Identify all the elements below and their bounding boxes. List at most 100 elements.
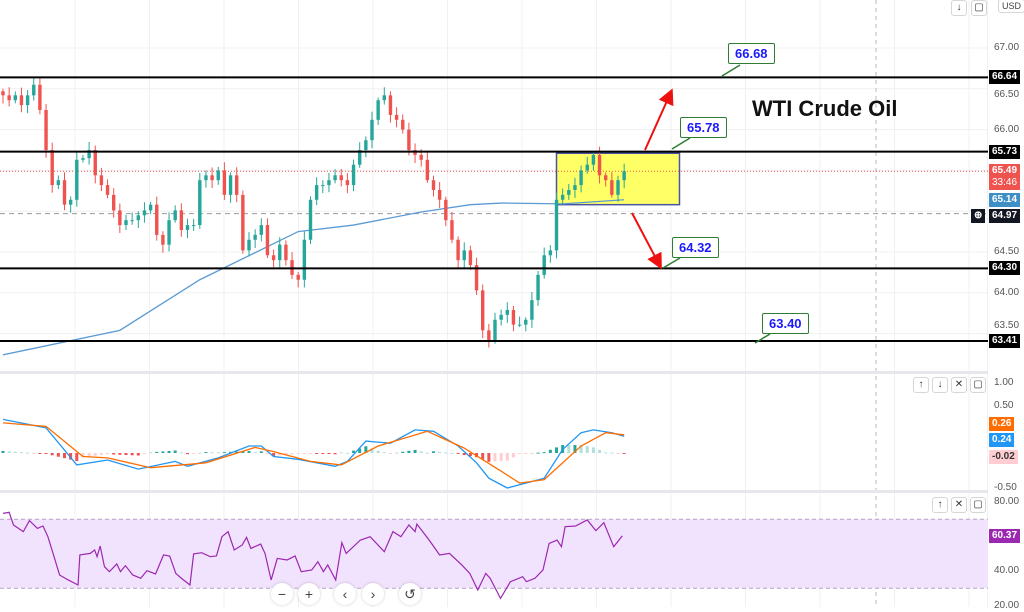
candle-body [93,150,97,176]
callout-level-3: 64.32 [672,237,719,258]
macd-histogram-bar [505,453,509,461]
macd-histogram-bar [26,452,30,454]
macd-histogram-bar [573,445,577,453]
candle-body [358,150,362,165]
macd-histogram-bar [395,452,399,454]
candle-body [524,319,528,325]
candle-body [1,91,5,96]
candle-body [44,110,48,150]
macd-histogram-bar [585,446,589,453]
macd-histogram-bar [130,453,134,456]
macd-histogram-bar [518,453,522,454]
candle-body [431,180,436,190]
pane-separator [0,490,988,493]
macd-histogram-bar [87,453,91,457]
candle-body [216,170,220,181]
candle-body [419,154,423,160]
arrow-up-icon[interactable]: ↑ [913,377,929,393]
macd-histogram-bar [142,453,146,454]
maximize-icon[interactable]: ▢ [970,497,986,513]
price-badge-level: 66.64 [989,70,1021,85]
candle-body [228,175,233,195]
macd-histogram-bar [204,452,208,454]
macd-histogram-bar [401,451,405,453]
candle-body [25,95,30,106]
candle-body [142,210,147,216]
arrow-down [631,212,662,270]
moving-average-line [2,199,625,356]
macd-value-badge-text: 0.24 [992,434,1012,445]
candle-body [38,84,42,111]
callout-pointer [671,137,691,150]
rsi-pane [0,511,988,600]
price-badge-level: 64.30 [989,261,1021,276]
reset-icon[interactable]: ↺ [399,583,421,605]
macd-histogram-bar [63,453,66,459]
candle-body [339,175,343,181]
macd-histogram-bar [345,452,349,454]
macd-histogram-bar [468,453,472,457]
macd-histogram-bar [555,447,558,453]
macd-histogram-bar [610,452,614,454]
candle-body [185,225,190,230]
candle-body [235,175,239,195]
macd-histogram-bar [112,453,116,455]
candle-body [333,175,337,181]
candle-body [271,255,276,261]
macd-value-badge: 0.24 [989,433,1015,447]
candle-body [68,199,73,205]
macd-tick-label: 0.50 [994,400,1014,411]
callout-level-4: 63.40 [762,313,809,334]
arrow-up-icon[interactable]: ↑ [932,497,948,513]
macd-histogram-bar [216,452,220,454]
price-badge-level: 65.73 [989,144,1021,159]
candle-body [265,225,270,256]
macd-histogram-bar [591,447,595,453]
macd-histogram-bar [7,451,11,453]
add-alert-icon[interactable]: ⊕ [971,209,986,223]
close-icon[interactable]: ✕ [951,377,967,393]
plus-icon[interactable]: + [298,583,320,605]
macd-histogram-bar [56,453,60,457]
macd-histogram-bar [118,453,122,455]
close-icon[interactable]: ✕ [951,497,967,513]
macd-histogram-bar [179,452,183,454]
candle-body [130,220,134,222]
macd-histogram-bar [579,445,583,453]
candle-body [321,185,325,187]
arrow-down-icon[interactable]: ↓ [932,377,948,393]
candle-body [179,210,184,230]
price-badge-level-text: 66.64 [992,71,1018,83]
chevron-left-icon[interactable]: ‹ [334,583,356,605]
chart-title: WTI Crude Oil [752,96,898,121]
price-tick-label: 67.00 [994,42,1020,53]
macd-histogram-bar [93,453,97,456]
macd-histogram-bar [99,453,103,456]
chevron-right-icon[interactable]: › [362,583,384,605]
currency-button[interactable]: USD [998,0,1024,13]
macd-histogram-bar [352,450,356,453]
macd-histogram-bar [456,453,460,454]
arrow-down-icon[interactable]: ↓ [951,0,967,16]
candle-body [622,171,626,181]
macd-histogram-bar [136,453,140,456]
macd-histogram-bar [44,453,48,454]
candle-body [32,84,36,96]
macd-histogram-bar [81,453,85,458]
price-badge-level: 63.41 [989,333,1021,348]
candle-body [308,199,313,240]
rsi-band [0,519,988,589]
macd-histogram-bar [272,453,276,456]
chart-canvas[interactable] [0,0,988,607]
macd-histogram-bar [161,451,165,453]
macd-histogram-bar [302,453,306,454]
maximize-icon[interactable]: ▢ [970,377,986,393]
maximize-icon[interactable]: ▢ [971,0,987,16]
macd-histogram-bar [438,451,442,453]
candle-body [616,180,620,195]
macd-histogram-bar [604,452,608,454]
minus-icon[interactable]: − [271,583,293,605]
candle-body [136,215,140,221]
macd-line [2,418,625,489]
candle-body [388,95,393,115]
